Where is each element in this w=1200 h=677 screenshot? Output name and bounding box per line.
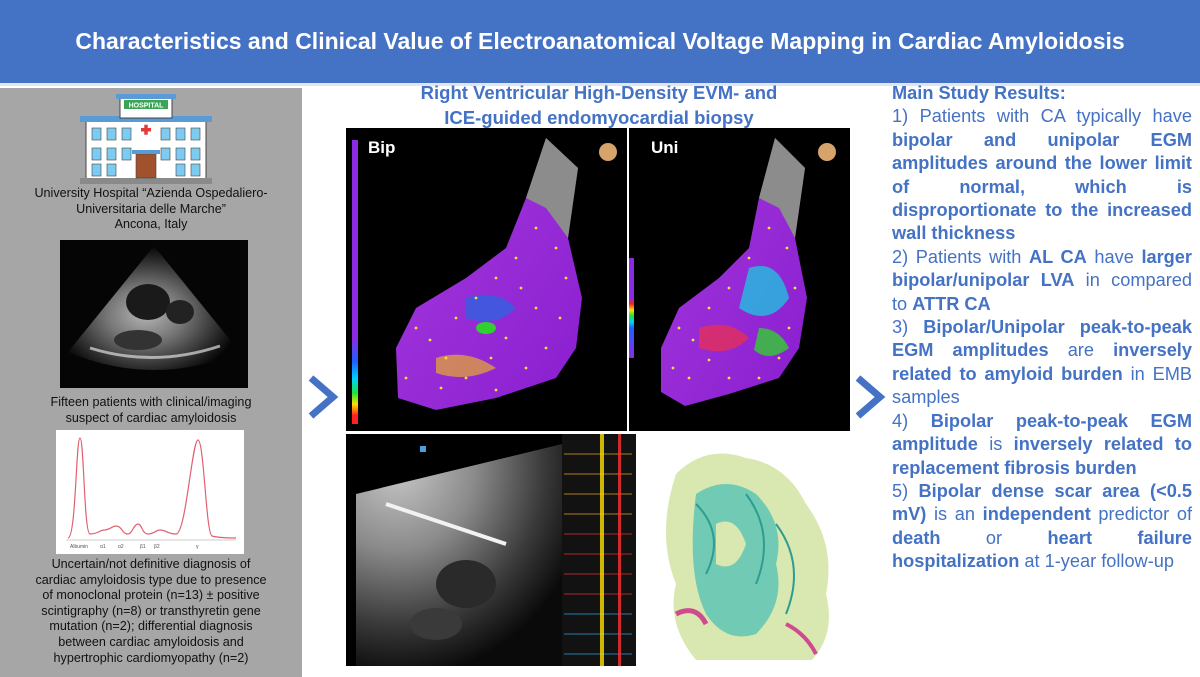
result-text-run: in EMB samples bbox=[892, 363, 1192, 408]
hospital-sign-text: HOSPITAL bbox=[129, 103, 165, 110]
electro-label-beta2: β2 bbox=[154, 544, 160, 550]
result-text-run: 3) bbox=[892, 317, 924, 338]
result-text-run: 4) bbox=[892, 410, 931, 431]
poster-title: Characteristics and Clinical Value of El… bbox=[75, 28, 1125, 54]
bipolar-map-label: Bip bbox=[368, 138, 396, 157]
chevron-right-icon bbox=[308, 375, 339, 419]
title-banner: Characteristics and Clinical Value of El… bbox=[0, 0, 1200, 86]
result-text-run: 1) Patients with CA typically have bbox=[892, 106, 1192, 127]
result-bold-run: larger bipolar/unipolar LVA bbox=[892, 246, 1192, 291]
result-text-run: 2) Patients with bbox=[892, 246, 1030, 267]
electro-label-gamma: γ bbox=[196, 544, 199, 550]
result-bold-run: inversely related to amyloid burden bbox=[892, 340, 1192, 384]
result-text-run: 5) bbox=[892, 480, 919, 501]
electro-label-albumin: Albumin bbox=[70, 544, 88, 550]
result-bold-run: AL CA bbox=[1029, 246, 1087, 267]
bipolar-voltage-map: Bip bbox=[346, 128, 627, 431]
result-text-run: predictor of bbox=[1090, 504, 1192, 525]
patients-caption: Fifteen patients with clinical/imaging s… bbox=[50, 395, 252, 425]
result-item-4: 4) Bipolar peak-to-peak EGM amplitude is… bbox=[892, 410, 1192, 480]
result-text-run: have bbox=[1086, 246, 1142, 267]
result-bold-run: Bipolar/Unipolar peak-to-peak EGM amplit… bbox=[892, 317, 1192, 361]
result-text-run: are bbox=[1048, 340, 1114, 361]
result-text-run: is bbox=[977, 434, 1014, 455]
hospital-icon: HOSPITAL bbox=[80, 94, 212, 184]
result-text-run: in compared to bbox=[892, 270, 1192, 314]
main-results-panel: Main Study Results: 1) Patients with CA … bbox=[892, 82, 1192, 574]
result-bold-run: ATTR CA bbox=[912, 293, 991, 314]
result-text-run: is an bbox=[926, 504, 983, 525]
unipolar-voltage-map: Uni bbox=[629, 128, 850, 431]
mapping-section-title: Right Ventricular High-Density EVM- and … bbox=[420, 82, 778, 128]
electro-label-alpha1: α1 bbox=[100, 544, 106, 550]
result-item-1: 1) Patients with CA typically have bipol… bbox=[892, 105, 1192, 245]
electro-label-alpha2: α2 bbox=[118, 544, 124, 550]
echocardiogram-image bbox=[60, 240, 248, 388]
results-title: Main Study Results: bbox=[892, 83, 1066, 103]
serum-electrophoresis-image: Albumin α1 α2 β1 β2 γ bbox=[56, 430, 244, 554]
left-panel: HOSPITAL University Hospital “Azienda Os… bbox=[0, 88, 302, 677]
chevron-right-icon bbox=[855, 375, 886, 419]
diagnosis-caption: Uncertain/not definitive diagnosis of ca… bbox=[35, 557, 267, 665]
result-item-2: 2) Patients with AL CA have larger bipol… bbox=[892, 246, 1192, 316]
result-item-5: 5) Bipolar dense scar area (<0.5 mV) is … bbox=[892, 480, 1192, 574]
electro-label-beta1: β1 bbox=[140, 544, 146, 550]
result-bold-run: Bipolar peak-to-peak EGM amplitude bbox=[892, 410, 1192, 455]
result-bold-run: death bbox=[892, 527, 941, 548]
unipolar-map-label: Uni bbox=[651, 138, 679, 157]
result-bold-run: bipolar and unipolar EGM amplitudes arou… bbox=[892, 129, 1192, 244]
intracardiac-echo-image bbox=[346, 434, 562, 666]
result-bold-run: inversely related to replacement fibrosi… bbox=[892, 434, 1192, 478]
electrogram-strip-image bbox=[562, 434, 636, 666]
result-bold-run: heart failure hospitalization bbox=[892, 527, 1193, 572]
result-item-3: 3) Bipolar/Unipolar peak-to-peak EGM amp… bbox=[892, 316, 1192, 410]
result-bold-run: Bipolar dense scar area (<0.5 mV) bbox=[892, 480, 1192, 525]
hospital-caption: University Hospital “Azienda Ospedaliero… bbox=[34, 186, 268, 232]
result-text-run: at 1-year follow-up bbox=[1019, 551, 1174, 572]
result-bold-run: independent bbox=[982, 504, 1091, 525]
endomyocardial-biopsy-histology-image bbox=[636, 434, 850, 666]
result-text-run: or bbox=[940, 527, 1048, 548]
